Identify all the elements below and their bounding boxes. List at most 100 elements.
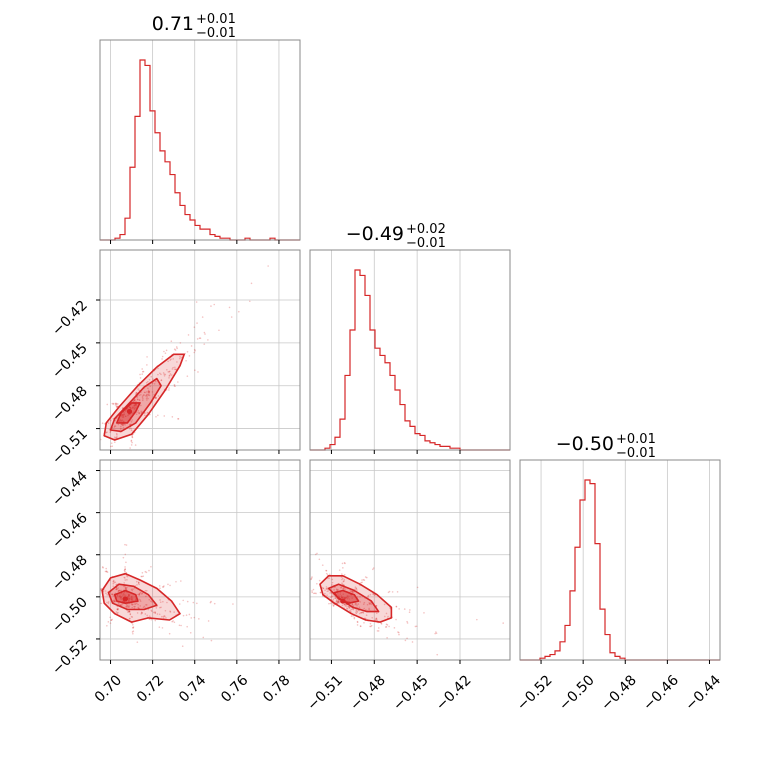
sample-point [333,589,335,591]
sample-point [201,316,204,318]
sample-point [138,581,140,584]
sample-point [125,544,128,546]
sample-point [327,590,330,592]
sample-point [113,581,115,584]
sample-point [128,599,130,602]
sample-point [344,597,346,599]
sample-point [168,375,171,377]
sample-point [325,587,328,590]
sample-point [137,398,139,401]
sample-point [346,608,349,610]
y-tick-label: −0.46 [49,510,91,552]
sample-point [348,600,350,603]
sample-point [336,599,338,602]
sample-point [312,588,315,591]
sample-point [148,598,151,601]
y-tick-label: −0.52 [49,636,91,678]
sample-point [358,606,361,609]
x-tick-label: 0.76 [218,672,251,705]
sample-point [116,608,119,610]
sample-point [138,399,141,401]
sample-point [124,553,127,556]
sample-point [116,608,119,611]
sample-point [142,575,145,578]
sample-point [162,615,165,618]
sample-point [411,641,414,643]
sample-point [328,577,330,579]
sample-point [144,391,146,394]
sample-point [120,596,123,598]
sample-point [122,424,125,427]
sample-point [356,589,358,591]
sample-point [137,593,139,596]
sample-point [375,618,377,621]
sample-point [100,602,103,605]
sample-point [346,607,348,610]
sample-point [190,617,193,619]
x-tick-label: −0.48 [347,672,389,714]
sample-point [186,375,189,377]
title-value: −0.50 [556,433,614,455]
sample-point [123,591,126,594]
sample-point [337,601,340,604]
sample-point [128,427,131,430]
sample-point [113,599,115,602]
histogram-background [310,250,510,450]
sample-point [344,562,346,565]
sample-point [128,605,131,607]
sample-point [132,406,134,409]
sample-point [146,604,148,606]
sample-point [368,603,371,605]
sample-point [135,403,137,406]
sample-point [355,612,358,615]
sample-point [408,611,411,614]
sample-point [174,385,176,388]
sample-point [136,392,138,394]
sample-point [123,582,125,584]
sample-point [105,454,107,456]
sample-point [337,601,339,604]
sample-point [115,587,118,589]
sample-point [199,337,202,339]
contour-middle [109,377,162,433]
sample-point [180,580,182,582]
sample-point [124,587,127,589]
sample-point [330,596,332,598]
sample-point [119,596,121,598]
sample-point [130,439,133,442]
sample-point [141,395,144,397]
sample-point [148,391,151,393]
sample-point [371,616,373,619]
sample-point [351,608,354,610]
sample-point [122,556,125,559]
sample-point [127,413,130,416]
sample-point [116,612,119,615]
sample-point [119,594,121,596]
sample-point [164,373,167,376]
sample-point [133,399,136,402]
sample-point [128,617,131,620]
sample-point [148,569,150,572]
sample-point [175,368,177,371]
sample-point [162,372,165,374]
sample-point [356,596,359,598]
title-plus: +0.02 [406,222,446,237]
sample-point [366,603,369,606]
sample-point [168,371,171,373]
sample-point [107,601,110,603]
sample-point [341,573,343,575]
sample-point [93,586,95,588]
sample-point [138,389,141,392]
sample-point [196,338,199,340]
sample-point [502,622,504,624]
sample-point [104,590,107,592]
sample-point [124,415,127,418]
sample-point [153,383,156,385]
panel-background [100,460,300,660]
sample-point [138,394,141,397]
sample-point [68,472,70,474]
sample-point [89,584,91,586]
sample-point [146,364,148,366]
sample-point [173,383,176,386]
sample-point [310,577,313,580]
